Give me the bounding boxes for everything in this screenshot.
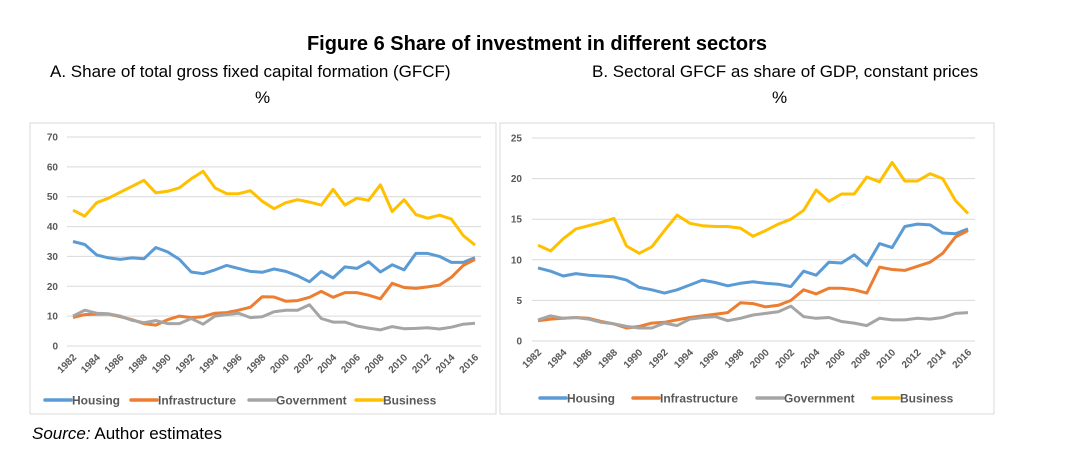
- panel-b-unit: %: [772, 88, 788, 107]
- panel-frame: [499, 122, 995, 415]
- panel-a-title: A. Share of total gross fixed capital fo…: [50, 62, 451, 81]
- y-tick-label: 30: [47, 252, 59, 263]
- y-tick-label: 5: [516, 296, 522, 307]
- y-tick-label: 20: [511, 174, 523, 185]
- series-line-business: [537, 160, 970, 255]
- legend-label: Government: [784, 392, 855, 406]
- legend-label: Business: [900, 392, 954, 406]
- source-label: Source:: [32, 424, 91, 443]
- y-tick-label: 70: [47, 133, 59, 144]
- series-line-business: [72, 169, 476, 247]
- series-line-housing: [537, 222, 969, 295]
- legend-label: Business: [383, 394, 437, 408]
- source-text: Author estimates: [94, 424, 222, 443]
- series-line-housing: [72, 240, 476, 284]
- y-tick-label: 10: [511, 255, 523, 266]
- legend-label: Government: [276, 394, 347, 408]
- y-tick-label: 60: [47, 162, 59, 173]
- y-tick-label: 0: [516, 337, 522, 348]
- legend-label: Infrastructure: [158, 394, 236, 408]
- y-tick-label: 15: [511, 215, 523, 226]
- panel-b-title: B. Sectoral GFCF as share of GDP, consta…: [592, 62, 979, 81]
- legend-label: Housing: [567, 392, 615, 406]
- legend-label: Housing: [72, 394, 120, 408]
- figure-title: Figure 6 Share of investment in differen…: [306, 33, 768, 55]
- y-tick-label: 40: [47, 222, 59, 233]
- y-tick-label: 25: [511, 134, 523, 145]
- series-line-government: [537, 304, 969, 330]
- y-tick-label: 50: [47, 192, 59, 203]
- legend-label: Infrastructure: [660, 392, 738, 406]
- series-line-government: [72, 303, 476, 332]
- panel-a-unit: %: [255, 88, 271, 107]
- panel-frame: [29, 122, 497, 415]
- y-tick-label: 10: [47, 312, 59, 323]
- source-note: Source: Author estimates: [32, 424, 222, 444]
- y-tick-label: 20: [47, 282, 59, 293]
- y-tick-label: 0: [52, 342, 58, 353]
